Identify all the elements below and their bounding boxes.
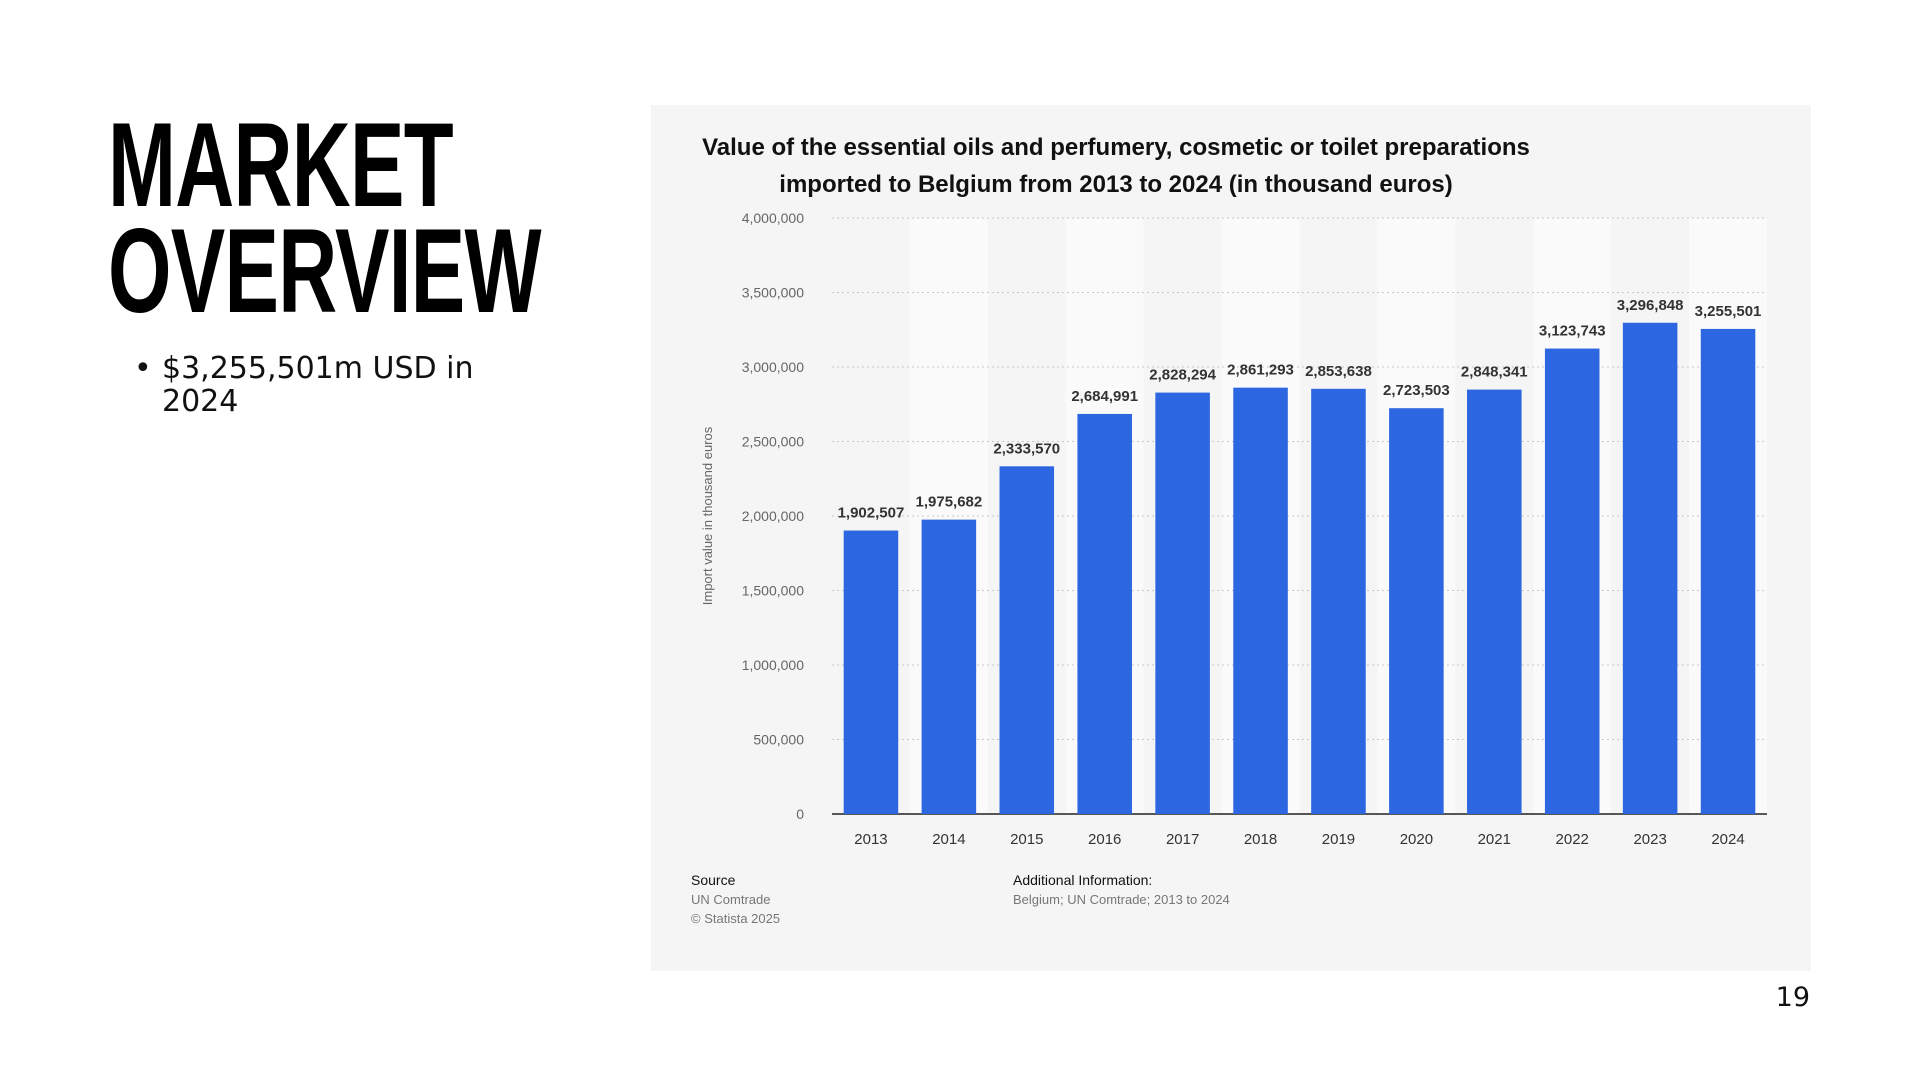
x-tick-label: 2021: [1478, 831, 1511, 848]
y-tick-label: 3,500,000: [742, 285, 804, 301]
value-label: 2,723,503: [1383, 382, 1450, 399]
value-label: 1,975,682: [916, 494, 983, 511]
value-label: 2,684,991: [1071, 388, 1138, 405]
source-heading: Source: [691, 872, 736, 888]
source-link[interactable]: UN Comtrade: [691, 892, 771, 907]
x-tick-label: 2017: [1166, 831, 1199, 848]
x-tick-label: 2024: [1711, 831, 1744, 848]
y-tick-label: 500,000: [753, 732, 804, 748]
bullet-list: $3,255,501m USD in 2024: [134, 352, 500, 418]
bar-chart: Value of the essential oils and perfumer…: [700, 134, 1767, 848]
bar-2023[interactable]: [1622, 322, 1678, 814]
bar-2019[interactable]: [1311, 388, 1366, 814]
bar-2024[interactable]: [1700, 328, 1756, 814]
chart-panel: Value of the essential oils and perfumer…: [651, 105, 1811, 971]
additional-info-text: Belgium; UN Comtrade; 2013 to 2024: [1013, 892, 1230, 907]
value-label: 1,902,507: [838, 505, 905, 522]
value-label: 3,255,501: [1695, 303, 1762, 320]
y-axis-label: Import value in thousand euros: [700, 426, 715, 605]
value-label: 2,853,638: [1305, 363, 1372, 380]
value-label: 3,123,743: [1539, 323, 1606, 340]
page-number: 19: [1775, 982, 1810, 1013]
additional-info-heading: Additional Information:: [1013, 872, 1153, 888]
x-tick-label: 2022: [1556, 831, 1589, 848]
bar-2020[interactable]: [1389, 408, 1444, 814]
x-tick-label: 2013: [854, 831, 887, 848]
y-tick-label: 0: [796, 806, 804, 822]
y-tick-label: 4,000,000: [742, 210, 804, 226]
y-tick-label: 2,500,000: [742, 434, 804, 450]
x-tick-label: 2023: [1633, 831, 1666, 848]
bar-2016[interactable]: [1077, 413, 1132, 814]
x-tick-label: 2016: [1088, 831, 1121, 848]
x-tick-label: 2014: [932, 831, 965, 848]
value-label: 2,861,293: [1227, 362, 1294, 379]
x-tick-label: 2019: [1322, 831, 1355, 848]
chart-title-line-2: imported to Belgium from 2013 to 2024 (i…: [779, 171, 1452, 198]
title-line-2: Overview: [108, 204, 542, 338]
bullet-item: $3,255,501m USD in 2024: [134, 352, 500, 418]
chart-title-line-1: Value of the essential oils and perfumer…: [702, 134, 1530, 161]
bar-2021[interactable]: [1467, 389, 1522, 814]
bar-2014[interactable]: [921, 519, 977, 814]
bar-2018[interactable]: [1233, 387, 1288, 814]
value-label: 2,828,294: [1149, 367, 1216, 384]
x-tick-label: 2020: [1400, 831, 1433, 848]
copyright: © Statista 2025: [691, 911, 781, 926]
title-line-1: Market: [108, 98, 454, 232]
value-label: 2,848,341: [1461, 364, 1528, 381]
x-tick-label: 2018: [1244, 831, 1277, 848]
y-tick-label: 2,000,000: [742, 508, 804, 524]
y-tick-label: 1,000,000: [742, 657, 804, 673]
bar-2015[interactable]: [999, 466, 1055, 814]
source-block: Source UN Comtrade © Statista 2025: [691, 871, 780, 928]
bar-2022[interactable]: [1544, 348, 1600, 814]
additional-info-block: Additional Information: Belgium; UN Comt…: [1013, 871, 1230, 909]
x-tick-label: 2015: [1010, 831, 1043, 848]
y-tick-label: 1,500,000: [742, 583, 804, 599]
bar-2017[interactable]: [1155, 392, 1210, 814]
y-tick-label: 3,000,000: [742, 359, 804, 375]
bar-2013[interactable]: [843, 530, 899, 814]
value-label: 2,333,570: [993, 440, 1060, 457]
value-label: 3,296,848: [1617, 297, 1684, 314]
slide-title: Market Overview: [108, 105, 542, 331]
